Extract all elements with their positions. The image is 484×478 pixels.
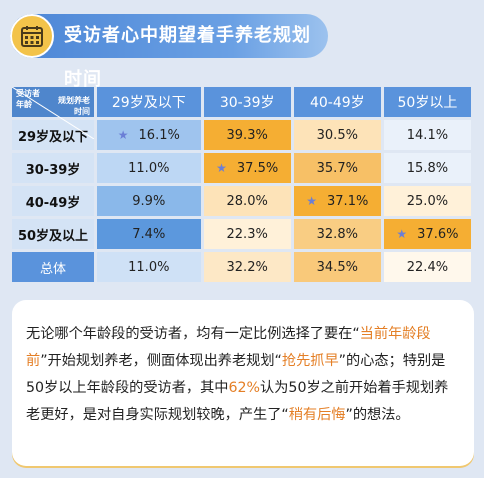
body-text: 无论哪个年龄段的受访者，均有一定比例选择了要在“: [26, 326, 360, 342]
cell-value: 37.6%: [417, 226, 459, 242]
table-cell: 39.3%: [203, 120, 291, 150]
table-cell: 14.1%: [383, 120, 471, 150]
table-cell: 11.0%: [97, 153, 201, 183]
table-cell: 35.7%: [293, 153, 381, 183]
cell-value: 15.8%: [406, 160, 449, 176]
table-cell: ★ 16.1%: [97, 120, 201, 150]
table-cell: 11.0%: [97, 252, 201, 282]
highlight-text: 62%: [228, 380, 261, 396]
corner-bottom-left: 受访者 年龄: [16, 88, 40, 110]
corner-text: 时间: [74, 107, 90, 116]
cell-value: 25.0%: [406, 193, 449, 209]
cell-value: 32.8%: [316, 226, 358, 242]
table-row: 总体 11.0% 32.2% 34.5% 22.4%: [12, 252, 471, 282]
column-header: 50岁以上: [383, 87, 471, 117]
column-header: 30-39岁: [203, 87, 291, 117]
table-row: 50岁及以上 7.4% 22.3% 32.8% ★ 37.6%: [12, 219, 471, 249]
cell-value: 11.0%: [128, 160, 170, 176]
cell-value: 35.7%: [316, 160, 358, 176]
table-cell: 30.5%: [293, 120, 381, 150]
row-label: 总体: [12, 252, 94, 282]
cell-value: 37.5%: [236, 160, 279, 176]
row-label: 50岁及以上: [12, 219, 94, 249]
summary-box: 无论哪个年龄段的受访者，均有一定比例选择了要在“当前年龄段前”开始规划养老，侧面…: [12, 300, 474, 466]
highlight-text: 抢先抓早: [281, 353, 339, 369]
cell-value: 37.1%: [327, 193, 369, 209]
table-row: 29岁及以下 ★ 16.1% 39.3% 30.5% 14.1%: [12, 120, 471, 150]
cell-value: 34.5%: [316, 259, 358, 275]
star-icon: ★: [306, 193, 318, 208]
cell-value: 28.0%: [226, 193, 268, 209]
corner-text: 受访者: [16, 89, 40, 98]
corner-text: 年龄: [16, 100, 32, 109]
cell-value: 32.2%: [226, 259, 268, 275]
table-row: 30-39岁 11.0% ★ 37.5% 35.7% 15.8%: [12, 153, 471, 183]
cell-value: 9.9%: [132, 193, 166, 209]
body-text: 认为50岁之前开始着手规划养老更好，是对自身实际规划较晚，产生了“: [26, 380, 449, 423]
cell-value: 11.0%: [128, 259, 170, 275]
body-text: ”的心态；特别是50岁以上年龄段的受访者，其中: [26, 353, 446, 396]
cell-value: 16.1%: [138, 127, 180, 143]
table-cell: 32.2%: [203, 252, 291, 282]
cell-value: 30.5%: [316, 127, 358, 143]
table-cell: 25.0%: [383, 186, 471, 216]
corner-cell: 规划养老 时间 受访者 年龄: [12, 87, 94, 139]
corner-top-right: 规划养老 时间: [58, 95, 90, 117]
highlight-text: 当前年龄段前: [26, 326, 431, 369]
table-cell: 22.3%: [203, 219, 291, 249]
cell-value: 39.3%: [226, 127, 268, 143]
column-header: 29岁及以下: [97, 87, 201, 117]
calendar-badge: [10, 14, 54, 58]
cell-value: 14.1%: [406, 127, 449, 143]
table-cell: 9.9%: [97, 186, 201, 216]
table-cell: 15.8%: [383, 153, 471, 183]
body-text: ”开始规划养老，侧面体现出养老规划“: [40, 353, 282, 369]
row-label: 40-49岁: [12, 186, 94, 216]
row-label: 30-39岁: [12, 153, 94, 183]
table-cell: 28.0%: [203, 186, 291, 216]
highlight-text: 稍有后悔: [288, 407, 346, 423]
table-cell: 7.4%: [97, 219, 201, 249]
table-cell: ★ 37.6%: [383, 219, 471, 249]
body-text: ”的想法。: [345, 407, 410, 423]
corner-text: 规划养老: [58, 96, 90, 105]
table-cell: ★ 37.1%: [293, 186, 381, 216]
cell-value: 7.4%: [132, 226, 166, 242]
title-banner: 受访者心中期望着手养老规划时间: [10, 14, 328, 90]
table-cell: ★ 37.5%: [203, 153, 291, 183]
summary-text: 无论哪个年龄段的受访者，均有一定比例选择了要在“当前年龄段前”开始规划养老，侧面…: [26, 321, 460, 429]
column-header: 40-49岁: [293, 87, 381, 117]
data-table: 规划养老 时间 受访者 年龄 29岁及以下 30-39岁 40-49岁 50岁以…: [9, 84, 474, 285]
cell-value: 22.3%: [226, 226, 268, 242]
row-label: 29岁及以下: [12, 120, 94, 150]
star-icon: ★: [117, 127, 129, 142]
star-icon: ★: [396, 226, 408, 241]
calendar-icon: [21, 26, 43, 47]
page-title: 受访者心中期望着手养老规划时间: [64, 25, 311, 90]
table-header-row: 规划养老 时间 受访者 年龄 29岁及以下 30-39岁 40-49岁 50岁以…: [12, 87, 471, 139]
table-cell: 34.5%: [293, 252, 381, 282]
cell-value: 22.4%: [406, 259, 449, 275]
table-cell: 22.4%: [383, 252, 471, 282]
star-icon: ★: [216, 160, 227, 175]
table-cell: 32.8%: [293, 219, 381, 249]
table-row: 40-49岁 9.9% 28.0% ★ 37.1% 25.0%: [12, 186, 471, 216]
